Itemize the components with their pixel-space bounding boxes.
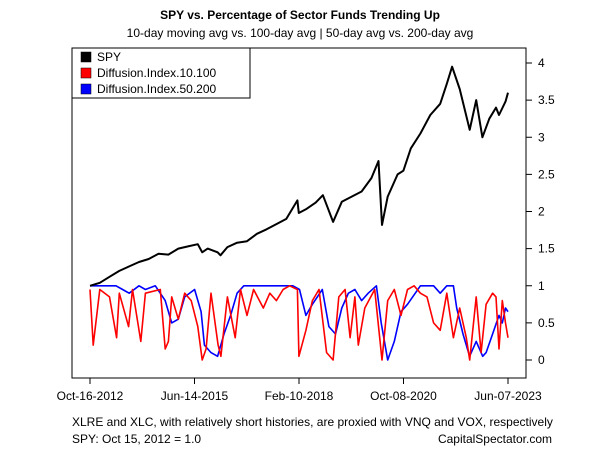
footer-source: CapitalSpectator.com [437,432,552,446]
legend-swatch [80,67,92,79]
x-tick-label: Jun-07-2023 [474,389,542,403]
series-line-diffusion-index-10-100 [89,284,509,361]
series-line-diffusion-index-50-200 [90,284,509,361]
y-tick-label: 3 [538,130,545,144]
series-layer [89,65,509,361]
x-axis: Oct-16-2012 Jun-14-2015 Feb-10-2018 Oct-08-… [57,378,542,403]
y-axis: 0 0.5 1 1.5 2 2.5 3 3.5 4 [526,56,555,367]
x-tick-label: Feb-10-2018 [265,389,334,403]
y-tick-label: 1.5 [538,242,555,256]
y-tick-label: 4 [538,56,545,70]
x-tick-label: Jun-14-2015 [161,389,229,403]
series-line-spy [89,65,509,287]
y-tick-label: 2 [538,205,545,219]
legend-label: Diffusion.Index.50.200 [97,82,217,96]
footer-baseline-note: SPY: Oct 15, 2012 = 1.0 [72,432,202,446]
y-tick-label: 2.5 [538,167,555,181]
legend-swatch [80,83,92,95]
legend-swatch [80,51,92,63]
y-tick-label: 3.5 [538,93,555,107]
footer-note: XLRE and XLC, with relatively short hist… [72,415,553,429]
y-tick-label: 1 [538,279,545,293]
legend-label: Diffusion.Index.10.100 [97,66,217,80]
y-tick-label: 0 [538,353,545,367]
legend-label: SPY [97,50,121,64]
x-tick-label: Oct-08-2020 [370,389,437,403]
legend: SPY Diffusion.Index.10.100 Diffusion.Index… [71,47,251,99]
y-tick-label: 0.5 [538,316,555,330]
x-tick-label: Oct-16-2012 [57,389,124,403]
chart-subtitle: 10-day moving avg vs. 100-day avg | 50-d… [126,26,474,40]
chart-title: SPY vs. Percentage of Sector Funds Trend… [160,8,440,22]
legend-box [71,47,251,99]
